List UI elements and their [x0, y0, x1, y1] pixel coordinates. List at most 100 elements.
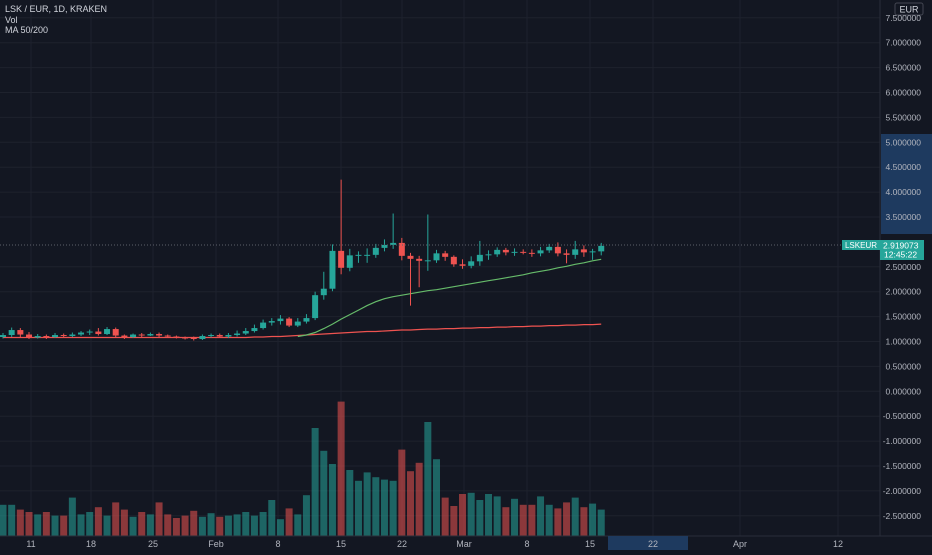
price-tick-label: -0.500000 — [883, 411, 922, 421]
price-axis-highlight — [881, 134, 932, 234]
candle-body — [86, 331, 93, 333]
volume-bar — [94, 507, 102, 536]
candle-body — [416, 258, 423, 261]
price-tick-label: 0.000000 — [886, 386, 922, 396]
candle-body — [268, 321, 275, 323]
price-tick-label: 1.000000 — [886, 337, 922, 347]
volume-bar — [563, 502, 571, 536]
volume-bar — [346, 470, 354, 536]
volume-bar — [372, 477, 380, 536]
candle-body — [147, 334, 154, 336]
candle-body — [0, 335, 6, 338]
volume-bar — [86, 512, 94, 536]
volume-bar — [60, 515, 68, 536]
volume-bar — [68, 497, 76, 536]
time-tick-label: 22 — [648, 539, 658, 549]
price-tick-label: 2.500000 — [886, 262, 922, 272]
candle-body — [381, 244, 388, 248]
volume-bar — [511, 498, 519, 536]
volume-bar — [389, 480, 397, 536]
symbol-title[interactable]: LSK / EUR, 1D, KRAKEN — [5, 4, 108, 14]
candle-body — [112, 329, 119, 336]
candle-body — [346, 255, 353, 268]
time-tick-label: 18 — [86, 539, 96, 549]
symbol-tag-text: LSKEUR — [845, 241, 877, 250]
volume-bar — [268, 500, 276, 536]
candle-body — [563, 253, 570, 255]
volume-bar — [242, 512, 250, 536]
currency-badge[interactable] — [894, 2, 924, 16]
candle-body — [138, 334, 145, 336]
price-tick-label: 4.500000 — [886, 162, 922, 172]
candle-body — [580, 249, 587, 253]
volume-bar — [224, 515, 232, 536]
candle-body — [190, 338, 197, 340]
volume-bar — [476, 500, 484, 536]
volume-bar — [190, 510, 198, 536]
candle-body — [104, 329, 111, 335]
time-axis-highlight — [608, 536, 688, 550]
volume-bar — [250, 515, 258, 536]
time-tick-label: 12 — [833, 539, 843, 549]
candle-body — [364, 254, 371, 256]
candle-body — [173, 336, 180, 338]
volume-bar — [138, 512, 146, 536]
time-tick-label: 8 — [275, 539, 280, 549]
time-tick-label: 25 — [148, 539, 158, 549]
volume-bar — [597, 509, 605, 536]
volume-bar — [34, 514, 42, 536]
price-tick-label: 6.000000 — [886, 88, 922, 98]
candle-body — [8, 330, 15, 336]
candle-body — [225, 335, 232, 337]
volume-bar — [450, 506, 458, 536]
candle-body — [26, 334, 33, 338]
ma-indicator-label[interactable]: MA 50/200 — [5, 25, 49, 35]
price-tag — [880, 240, 924, 260]
volume-bar — [406, 471, 414, 536]
price-tick-label: -1.000000 — [883, 436, 922, 446]
currency-label: EUR — [899, 5, 919, 15]
candle-body — [234, 333, 241, 336]
candle-body — [294, 321, 301, 326]
ma50-line — [297, 258, 602, 338]
candle-body — [69, 334, 76, 337]
volume-bar — [302, 495, 310, 536]
volume-bar — [112, 502, 120, 536]
candle-body — [17, 330, 24, 335]
volume-bar — [0, 504, 7, 536]
volume-bar — [146, 514, 154, 536]
volume-bar — [276, 519, 284, 536]
volume-bar — [8, 504, 16, 536]
candle-body — [182, 337, 189, 339]
volume-bar — [285, 508, 293, 536]
candle-body — [216, 335, 223, 337]
time-tick-label: 11 — [26, 539, 35, 549]
volume-indicator-label[interactable]: Vol — [5, 14, 18, 25]
price-tick-label: 4.000000 — [886, 187, 922, 197]
volume-bar — [103, 515, 111, 536]
volume-bar — [433, 459, 440, 536]
candle-body — [60, 335, 67, 337]
candle-body — [286, 318, 293, 326]
candle-body — [528, 252, 535, 254]
volume-bar — [233, 514, 241, 536]
price-tick-label: 0.500000 — [886, 361, 922, 371]
volume-bar — [337, 401, 345, 536]
price-tick-label: -2.500000 — [883, 511, 922, 521]
candle-body — [520, 251, 527, 253]
price-tick-label: -1.500000 — [883, 461, 922, 471]
volume-bar — [181, 515, 189, 536]
volume-bar — [519, 504, 527, 536]
price-axis-labels[interactable]: 7.500000 7.000000 6.500000 6.000000 5.500000… — [883, 13, 922, 521]
time-axis-labels[interactable]: 11 18 25 Feb 8 15 22 Mar 8 15 22 Apr 12 — [26, 539, 843, 549]
volume-bar — [77, 514, 85, 536]
candle-body — [338, 250, 345, 268]
price-tick-label: 7.000000 — [886, 38, 922, 48]
candle-body — [442, 253, 449, 257]
volume-bar — [42, 512, 50, 536]
candle-body — [546, 246, 553, 251]
candle-body — [554, 246, 561, 254]
candle-body — [251, 328, 258, 332]
last-price: 2.919073 — [883, 241, 919, 251]
